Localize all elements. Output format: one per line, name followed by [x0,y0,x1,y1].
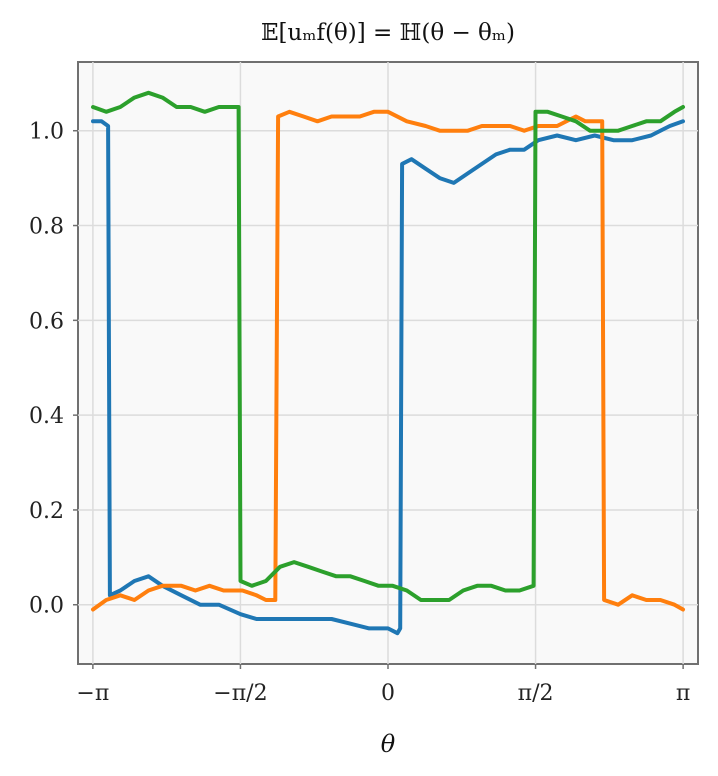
series-line-2 [91,109,685,612]
series-line-1 [91,119,685,636]
y-tick-label: 0.0 [29,594,64,619]
x-tick-labels: −π −π/2 0 π/2 π [76,664,690,706]
x-axis-label: θ [381,730,396,758]
series-line-3 [91,90,685,602]
y-tick-label: 0.4 [29,404,64,429]
x-tick-label: 0 [381,681,395,706]
y-tick-label: 0.8 [29,215,64,240]
y-tick-labels: 0.0 0.2 0.4 0.6 0.8 1.0 [29,120,78,619]
x-tick-label: π [676,681,690,706]
x-tick-label: π/2 [518,681,554,706]
series-group [91,90,685,636]
x-tick-label: −π/2 [213,681,267,706]
chart-title: 𝔼[uₘf(θ)] = ℍ(θ − θₘ) [261,20,515,46]
x-tick-label: −π [76,681,109,706]
y-tick-label: 0.6 [29,309,64,334]
y-tick-label: 1.0 [29,120,64,145]
y-tick-label: 0.2 [29,499,64,524]
